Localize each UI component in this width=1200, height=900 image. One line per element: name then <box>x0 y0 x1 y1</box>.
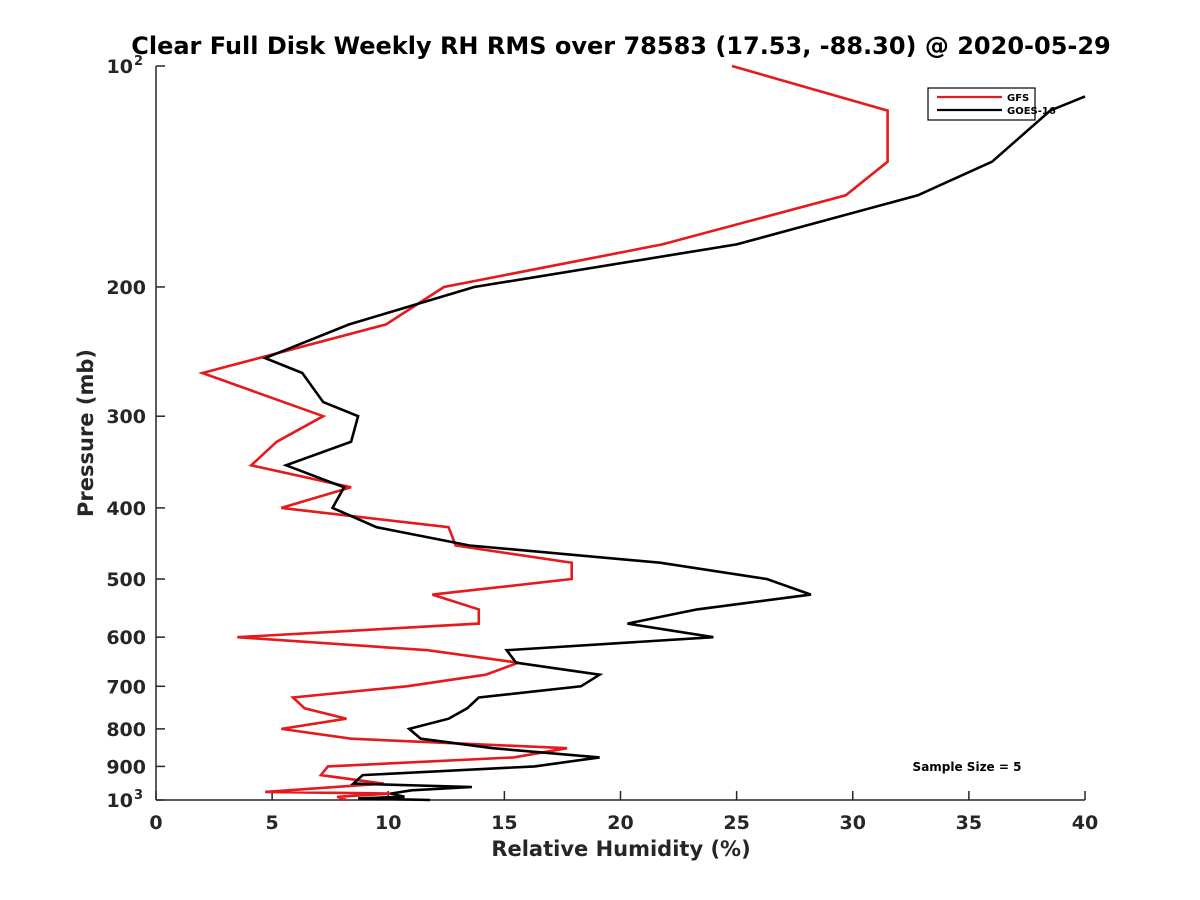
y-tick-label: 10 <box>107 790 133 812</box>
chart-title: Clear Full Disk Weekly RH RMS over 78583… <box>131 32 1111 60</box>
y-tick-label: 800 <box>106 719 146 741</box>
y-tick-label: 300 <box>106 406 146 428</box>
legend-label-goes-16: GOES-16 <box>1007 106 1056 117</box>
y-tick-label: 600 <box>106 627 146 649</box>
x-tick-label: 35 <box>956 812 982 834</box>
legend-label-gfs: GFS <box>1007 93 1029 104</box>
x-tick-label: 5 <box>266 812 279 834</box>
x-tick-label: 15 <box>491 812 517 834</box>
y-tick-label: 200 <box>106 277 146 299</box>
y-tick-label: 900 <box>106 756 146 778</box>
series-line-gfs <box>198 64 889 802</box>
y-tick-label: 10 <box>107 56 133 78</box>
x-tick-label: 40 <box>1072 812 1098 834</box>
axes <box>155 66 1085 801</box>
y-tick-exponent: 2 <box>134 54 143 69</box>
x-tick-label: 30 <box>840 812 866 834</box>
y-tick-exponent: 3 <box>134 788 143 803</box>
x-tick-label: 20 <box>607 812 633 834</box>
legend-box <box>927 87 1036 121</box>
legend: GFS GOES-16 <box>927 87 1056 121</box>
x-tick-label: 25 <box>723 812 749 834</box>
y-tick-label: 700 <box>106 676 146 698</box>
y-tick-label: 400 <box>106 498 146 520</box>
y-tick-label: 500 <box>106 569 146 591</box>
x-tick-label: 0 <box>149 812 162 834</box>
y-axis-label: Pressure (mb) <box>74 349 98 517</box>
series-layer <box>198 64 1086 802</box>
series-line-goes-16 <box>261 95 1086 802</box>
x-ticks: 0 5 10 15 20 25 30 35 40 <box>149 791 1098 834</box>
x-tick-label: 10 <box>375 812 401 834</box>
sample-size-annotation: Sample Size = 5 <box>913 760 1022 774</box>
x-axis-label: Relative Humidity (%) <box>491 837 750 861</box>
